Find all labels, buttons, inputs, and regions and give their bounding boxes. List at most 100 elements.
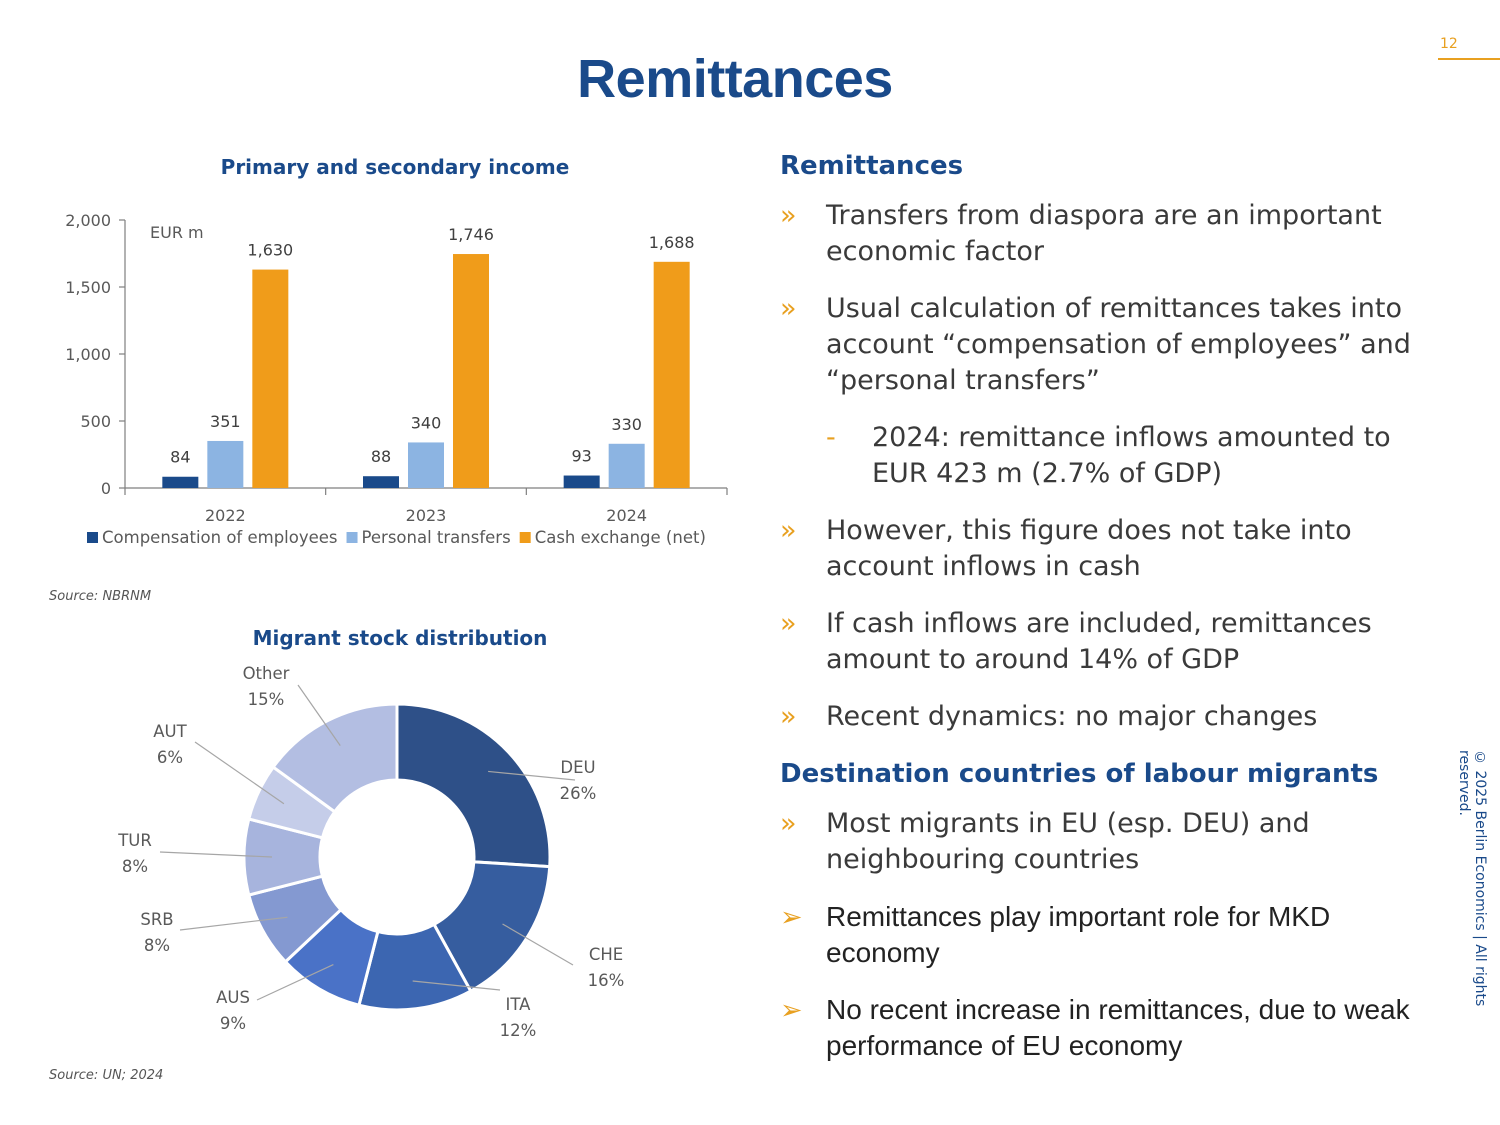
bar-value-label: 340 [411, 413, 442, 432]
slice-percent: 8% [122, 857, 148, 876]
bar-value-label: 1,688 [649, 233, 695, 252]
y-tick-label: 1,000 [65, 345, 111, 364]
legend-swatch [519, 532, 531, 543]
slice-percent: 15% [248, 690, 285, 709]
x-tick-label: 2023 [406, 506, 447, 525]
slice-label: ITA [506, 995, 532, 1014]
bullet-text: Usual calculation of remittances takes i… [826, 293, 1411, 396]
bar-value-label: 351 [210, 412, 241, 431]
slice-percent: 12% [500, 1021, 537, 1040]
slice-label: TUR [117, 831, 152, 850]
slice-percent: 26% [560, 784, 597, 803]
bar-2022-0 [162, 476, 199, 488]
chevron-bullet-icon: » [780, 515, 797, 546]
slice-percent: 9% [220, 1014, 246, 1033]
remittances-heading: Remittances [780, 151, 964, 181]
bar-chart-source: Source: NBRNM [49, 589, 152, 604]
bar-2024-1 [608, 443, 645, 488]
leader-line [502, 923, 574, 966]
bullet-item: » However, this figure does not take into… [780, 513, 1420, 585]
bar-value-label: 1,630 [247, 241, 293, 260]
arrow-bullet-icon: ➢ [780, 995, 803, 1025]
bar-2023-2 [453, 254, 489, 488]
bar-2023-0 [363, 476, 399, 488]
leader-line [412, 980, 501, 991]
bar-value-label: 93 [571, 447, 591, 466]
bar-value-label: 84 [170, 448, 190, 467]
bar-value-label: 1,746 [448, 225, 494, 244]
bullet-text: Transfers from diaspora are an important… [826, 200, 1382, 267]
slice-label: AUT [153, 722, 187, 741]
destination-heading: Destination countries of labour migrants [780, 759, 1379, 789]
destination-bullets: » Most migrants in EU (esp. DEU) and neig… [780, 806, 1420, 1064]
bar-2023-1 [408, 442, 444, 488]
remittances-bullets: » Transfers from diaspora are an importan… [780, 198, 1420, 735]
y-tick-label: 1,500 [65, 278, 111, 297]
copyright-notice: © 2025 Berlin Economics | All rights res… [1456, 750, 1488, 1007]
text-panel: Remittances » Transfers from diaspora are… [780, 148, 1420, 1085]
leader-line [179, 916, 288, 931]
slice-label: DEU [560, 758, 595, 777]
donut-slice-deu [395, 702, 552, 869]
slice-percent: 16% [588, 971, 625, 990]
pie-chart-title: Migrant stock distribution [252, 626, 548, 650]
y-tick-label: 0 [101, 479, 111, 498]
slice-label: AUS [216, 988, 250, 1007]
bar-value-label: 330 [611, 415, 642, 434]
chevron-bullet-icon: » [780, 293, 797, 324]
leader-line [159, 851, 273, 858]
bar-value-label: 88 [371, 447, 391, 466]
leader-line [194, 741, 285, 805]
bullet-item: ➢ No recent increase in remittances, due … [780, 992, 1420, 1064]
bar-chart: 0 500 1,000 1,500 2,000 EUR m 84 351 1,630 2022 88… [65, 211, 728, 547]
bullet-item: - 2024: remittance inflows amounted to EU… [780, 420, 1420, 492]
chevron-bullet-icon: » [780, 808, 797, 839]
leader-line [297, 684, 341, 746]
slice-label: CHE [589, 945, 623, 964]
bullet-item: » Recent dynamics: no major changes [780, 699, 1420, 735]
slice-percent: 6% [157, 748, 183, 767]
pie-chart-source: Source: UN; 2024 [49, 1068, 164, 1083]
pie-chart: DEU 26% CHE 16% ITA 12% AUS 9% SRB 8% TUR 8% AUT 6% Ot… [117, 664, 625, 1040]
dash-bullet-icon: - [826, 422, 836, 453]
bullet-item: » If cash inflows are included, remittanc… [780, 606, 1420, 678]
bullet-item: ➢ Remittances play important role for MKD… [780, 899, 1420, 971]
unit-label: EUR m [150, 223, 204, 242]
chevron-bullet-icon: » [780, 608, 797, 639]
legend-label: Compensation of employees [102, 528, 338, 547]
page-number: 12 [1438, 36, 1500, 60]
bullet-item: » Most migrants in EU (esp. DEU) and neig… [780, 806, 1420, 878]
slice-label: Other [243, 664, 290, 683]
y-tick-label: 500 [80, 412, 111, 431]
chevron-bullet-icon: » [780, 200, 797, 231]
bullet-text: Most migrants in EU (esp. DEU) and neigh… [826, 808, 1310, 875]
bar-2022-1 [207, 440, 244, 488]
bar-chart-title: Primary and secondary income [220, 155, 570, 179]
leader-line [488, 770, 576, 781]
slide-title: Remittances [577, 49, 893, 109]
legend-swatch [346, 532, 358, 543]
y-tick-label: 2,000 [65, 211, 111, 230]
bullet-item: » Transfers from diaspora are an importan… [780, 198, 1420, 270]
chevron-bullet-icon: » [780, 701, 797, 732]
bullet-item: » Usual calculation of remittances takes … [780, 291, 1420, 399]
bullet-text: 2024: remittance inflows amounted to EUR… [872, 422, 1391, 489]
bullet-text: Recent dynamics: no major changes [826, 701, 1318, 732]
bullet-text: However, this figure does not take into … [826, 515, 1352, 582]
bullet-text: No recent increase in remittances, due t… [826, 994, 1410, 1061]
legend-label: Personal transfers [362, 528, 511, 547]
leader-line [256, 964, 334, 1001]
bar-2024-2 [653, 261, 690, 488]
arrow-bullet-icon: ➢ [780, 902, 803, 932]
x-tick-label: 2022 [205, 506, 246, 525]
bar-2024-0 [563, 475, 600, 488]
bullet-text: If cash inflows are included, remittance… [826, 608, 1372, 675]
bullet-text: Remittances play important role for MKD … [826, 901, 1331, 968]
legend-swatch [87, 532, 98, 543]
slice-percent: 8% [144, 936, 170, 955]
legend-label: Cash exchange (net) [535, 528, 706, 547]
donut-slice-other [271, 702, 399, 814]
x-tick-label: 2024 [606, 506, 647, 525]
bar-2022-2 [252, 269, 289, 488]
slice-label: SRB [140, 910, 173, 929]
